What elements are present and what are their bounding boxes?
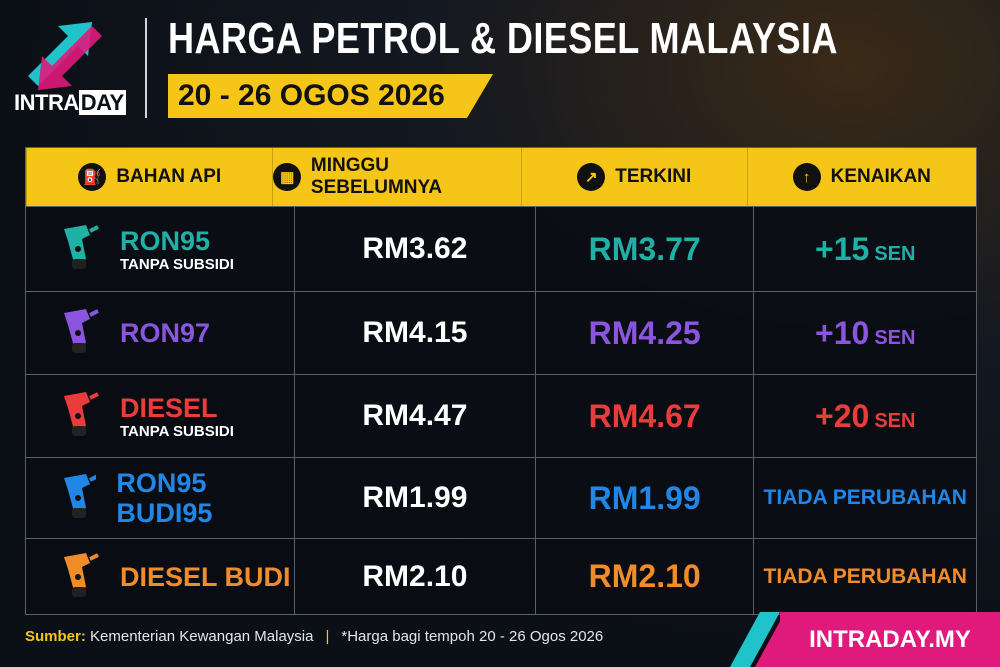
change-unit: SEN bbox=[874, 242, 916, 265]
fuel-label: RON95 BUDI95 bbox=[116, 468, 294, 528]
header-icon: ▦ bbox=[273, 163, 301, 191]
cell: +10 SEN bbox=[753, 292, 976, 374]
header-cell: ↗ TERKINI bbox=[520, 148, 747, 206]
previous-price: RM1.99 bbox=[362, 481, 468, 514]
change-unit: SEN bbox=[874, 409, 916, 432]
date-banner: 20 - 26 OGOS 2026 bbox=[168, 74, 493, 118]
header-cell: ⛽ BAHAN API bbox=[26, 148, 272, 206]
current-price: RM3.77 bbox=[588, 230, 701, 267]
fuel-subtitle: TANPA SUBSIDI bbox=[120, 255, 234, 273]
table-row: DIESEL TANPA SUBSIDI RM4.47 RM4.67 +20 SEN bbox=[26, 374, 976, 457]
logo-right: DAY bbox=[78, 90, 126, 115]
note: *Harga bagi tempoh 20 - 26 Ogos 2026 bbox=[341, 628, 604, 645]
fuel-label: DIESEL TANPA SUBSIDI bbox=[120, 393, 234, 440]
cell: RON97 bbox=[26, 292, 294, 374]
change-unit: SEN bbox=[874, 326, 916, 349]
change-value: TIADA PERUBAHAN bbox=[763, 564, 967, 588]
cell: RM1.99 bbox=[293, 458, 535, 538]
change: +10 SEN bbox=[815, 315, 915, 352]
footer-stripes bbox=[730, 612, 790, 667]
change: TIADA PERUBAHAN bbox=[764, 486, 967, 510]
change-value: +10 bbox=[815, 314, 870, 351]
footer: Sumber: Kementerian Kewangan Malaysia | *H… bbox=[25, 628, 603, 645]
table-row: RON97 RM4.15 RM4.25 +10 SEN bbox=[26, 291, 976, 374]
previous-price: RM3.62 bbox=[362, 232, 468, 265]
cell: RM3.62 bbox=[293, 207, 535, 291]
current-price: RM1.99 bbox=[588, 479, 701, 516]
cell: TIADA PERUBAHAN bbox=[753, 458, 976, 538]
price-table: ⛽ BAHAN API ▦ MINGGU SEBELUMNYA ↗ TERKINI ↑ KEN… bbox=[25, 147, 977, 615]
header-cell: ↑ KENAIKAN bbox=[746, 148, 977, 206]
fuel-name: RON95 bbox=[120, 225, 211, 256]
logo-left: INTRA bbox=[14, 90, 79, 115]
table-row: RON95 BUDI95 RM1.99 RM1.99 TIADA PERUBAHAN bbox=[26, 457, 976, 538]
logo-mark bbox=[28, 22, 102, 90]
cell: RM4.25 bbox=[534, 292, 754, 374]
fuel-subtitle: TANPA SUBSIDI bbox=[120, 422, 234, 440]
table-row: DIESEL BUDI RM2.10 RM2.10 TIADA PERUBAHAN bbox=[26, 538, 976, 614]
cell: RM1.99 bbox=[534, 458, 754, 538]
change-value: +15 bbox=[815, 230, 870, 267]
cell: RM4.67 bbox=[534, 375, 754, 457]
header-label: KENAIKAN bbox=[830, 166, 931, 187]
current-price: RM2.10 bbox=[588, 558, 701, 594]
change: +20 SEN bbox=[815, 398, 915, 435]
pump-icon bbox=[64, 225, 99, 269]
cell: RM2.10 bbox=[293, 539, 535, 614]
fuel-name: DIESEL bbox=[120, 392, 218, 423]
header-row: ⛽ BAHAN API ▦ MINGGU SEBELUMNYA ↗ TERKINI ↑ KEN… bbox=[26, 148, 976, 206]
header-icon: ⛽ bbox=[78, 163, 107, 191]
separator: | bbox=[325, 628, 330, 645]
header-label: TERKINI bbox=[615, 166, 692, 187]
cell: RON95 TANPA SUBSIDI bbox=[26, 207, 294, 291]
previous-price: RM4.15 bbox=[362, 316, 468, 349]
header-label: BAHAN API bbox=[116, 166, 222, 187]
change-value: TIADA PERUBAHAN bbox=[763, 486, 967, 509]
fuel-label: RON95 TANPA SUBSIDI bbox=[120, 226, 234, 273]
logo-text: INTRADAY bbox=[14, 90, 126, 116]
change: TIADA PERUBAHAN bbox=[764, 565, 967, 589]
current-price: RM4.67 bbox=[588, 397, 701, 434]
cell: +20 SEN bbox=[753, 375, 976, 457]
cell: RM4.15 bbox=[293, 292, 535, 374]
fuel-label: DIESEL BUDI bbox=[120, 562, 291, 592]
change-value: +20 bbox=[815, 397, 870, 434]
cell: RM3.77 bbox=[534, 207, 754, 291]
previous-price: RM4.47 bbox=[362, 399, 468, 432]
pump-icon bbox=[64, 309, 99, 353]
pump-icon bbox=[64, 552, 99, 597]
pump-icon bbox=[64, 474, 97, 518]
cell: DIESEL TANPA SUBSIDI bbox=[26, 375, 294, 457]
fuel-name: RON97 bbox=[120, 318, 211, 348]
url: INTRADAY.MY bbox=[780, 612, 1000, 667]
table-row: RON95 TANPA SUBSIDI RM3.62 RM3.77 +15 SEN bbox=[26, 206, 976, 291]
cell: +15 SEN bbox=[753, 207, 976, 291]
header-icon: ↑ bbox=[792, 163, 821, 191]
header-icon: ↗ bbox=[577, 163, 606, 191]
current-price: RM4.25 bbox=[588, 314, 701, 351]
source: Kementerian Kewangan Malaysia bbox=[90, 628, 314, 645]
title: HARGA PETROL & DIESEL MALAYSIA bbox=[168, 14, 838, 63]
fuel-label: RON97 bbox=[120, 318, 210, 348]
cell: DIESEL BUDI bbox=[26, 539, 294, 614]
fuel-name: DIESEL BUDI bbox=[120, 561, 291, 592]
divider bbox=[145, 18, 147, 118]
fuel-name: RON95 BUDI95 bbox=[116, 468, 213, 528]
pump-icon bbox=[64, 392, 99, 436]
cell: TIADA PERUBAHAN bbox=[753, 539, 976, 614]
cell: RON95 BUDI95 bbox=[26, 458, 294, 538]
header-label: MINGGU SEBELUMNYA bbox=[310, 155, 443, 198]
source-label: Sumber: bbox=[25, 628, 86, 645]
cell: RM4.47 bbox=[293, 375, 535, 457]
cell: RM2.10 bbox=[534, 539, 754, 614]
previous-price: RM2.10 bbox=[362, 559, 468, 593]
change: +15 SEN bbox=[815, 231, 915, 268]
header-cell: ▦ MINGGU SEBELUMNYA bbox=[272, 148, 520, 206]
